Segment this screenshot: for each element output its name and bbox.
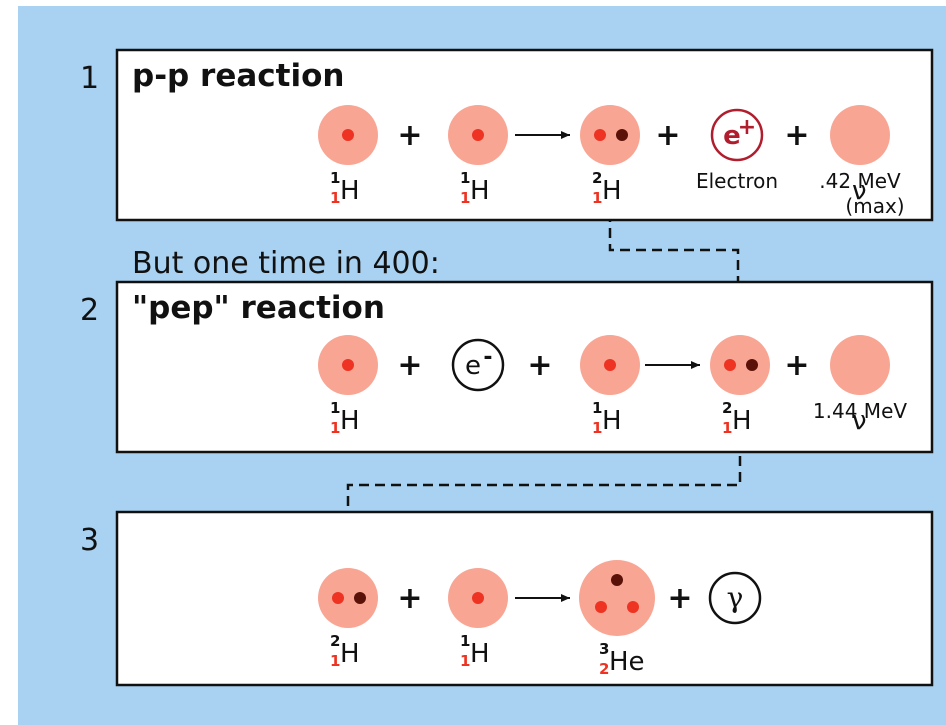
proton xyxy=(627,601,639,613)
plus-sign: + xyxy=(397,348,422,383)
plus-sign: + xyxy=(784,118,809,153)
plus-sign: + xyxy=(784,348,809,383)
element-symbol: H xyxy=(340,406,360,436)
step-number: 1 xyxy=(80,61,99,96)
plus-sign: + xyxy=(655,118,680,153)
proton xyxy=(472,129,484,141)
mass-number: 1 xyxy=(460,169,470,187)
element-symbol: H xyxy=(340,639,360,669)
atomic-number: 1 xyxy=(330,652,340,670)
particle-note: (max) xyxy=(845,194,904,218)
nucleus xyxy=(830,105,890,165)
reaction-box xyxy=(115,280,934,454)
reaction-title: p-p reaction xyxy=(132,58,344,94)
atomic-number: 1 xyxy=(330,419,340,437)
element-symbol: H xyxy=(340,176,360,206)
note: But one time in 400: xyxy=(132,246,440,281)
atomic-number: 1 xyxy=(722,419,732,437)
nucleus xyxy=(830,335,890,395)
element-symbol: H xyxy=(602,176,622,206)
atomic-number: 1 xyxy=(460,189,470,207)
positron xyxy=(710,108,764,162)
particle-label: .42 MeV xyxy=(819,169,901,193)
mass-number: 1 xyxy=(460,632,470,650)
proton xyxy=(342,359,354,371)
charge: - xyxy=(483,345,492,370)
element-symbol: ν xyxy=(852,176,867,206)
element-symbol: He xyxy=(609,647,645,677)
proton xyxy=(604,359,616,371)
mass-number: 1 xyxy=(330,399,340,417)
plus-sign: + xyxy=(397,581,422,616)
mass-number: 2 xyxy=(330,632,340,650)
proton xyxy=(595,601,607,613)
mass-number: 2 xyxy=(592,169,602,187)
particle-symbol: e xyxy=(465,351,481,381)
proton xyxy=(724,359,736,371)
dashed-connector xyxy=(346,440,742,522)
plus-sign: + xyxy=(667,581,692,616)
atomic-number: 2 xyxy=(599,660,609,678)
plus-sign: + xyxy=(527,348,552,383)
nucleus xyxy=(710,335,770,395)
element-symbol: ν xyxy=(852,406,867,436)
dashed-connector xyxy=(608,212,740,292)
charge: + xyxy=(738,115,756,140)
step-number: 3 xyxy=(80,523,99,558)
element-symbol: H xyxy=(602,406,622,436)
atomic-number: 1 xyxy=(592,419,602,437)
proton xyxy=(342,129,354,141)
gamma-ray xyxy=(708,571,762,625)
proton xyxy=(472,592,484,604)
nucleus xyxy=(580,105,640,165)
mass-number: 3 xyxy=(599,640,609,658)
neutron xyxy=(611,574,623,586)
plus-sign: + xyxy=(397,118,422,153)
proton xyxy=(332,592,344,604)
step-number: 2 xyxy=(80,293,99,328)
neutron xyxy=(616,129,628,141)
element-symbol: H xyxy=(470,639,490,669)
electron xyxy=(451,338,505,392)
atomic-number: 1 xyxy=(592,189,602,207)
nucleus xyxy=(579,560,655,636)
particle-label: Electron xyxy=(696,169,778,193)
mass-number: 1 xyxy=(592,399,602,417)
particle-label: 1.44 MeV xyxy=(813,399,907,423)
particle-symbol: γ xyxy=(727,581,744,614)
element-symbol: H xyxy=(732,406,752,436)
element-symbol: H xyxy=(470,176,490,206)
particle-symbol: e xyxy=(723,121,741,151)
atomic-number: 1 xyxy=(460,652,470,670)
nucleus xyxy=(318,568,378,628)
neutron xyxy=(746,359,758,371)
mass-number: 1 xyxy=(330,169,340,187)
reaction-title: "pep" reaction xyxy=(132,290,385,326)
neutron xyxy=(354,592,366,604)
proton xyxy=(594,129,606,141)
mass-number: 2 xyxy=(722,399,732,417)
atomic-number: 1 xyxy=(330,189,340,207)
